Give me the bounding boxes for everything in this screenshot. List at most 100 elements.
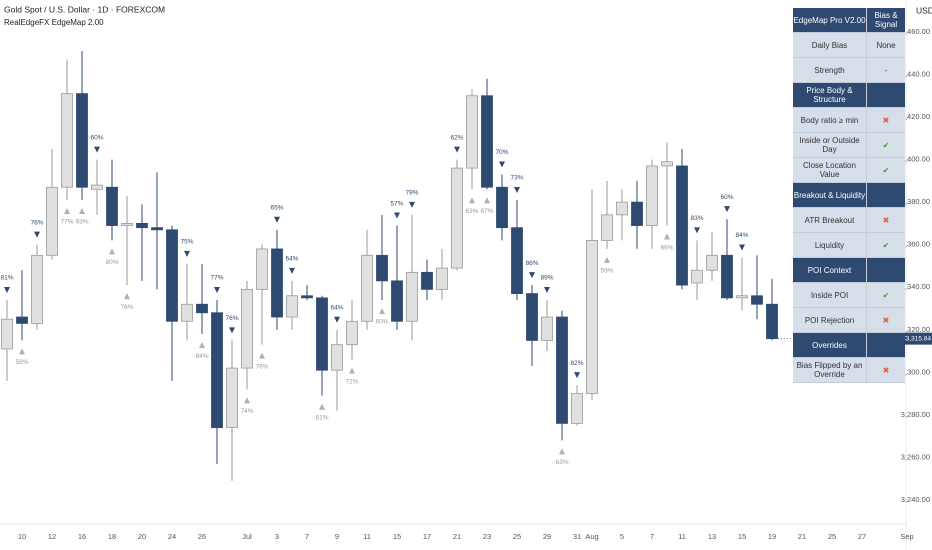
x-tick-label: Jul	[242, 532, 252, 541]
candle-body	[61, 93, 73, 188]
bear-signal-label: 76%	[30, 219, 43, 226]
table-header-cell: Bias & Signal	[874, 11, 898, 29]
x-tick-label: 3	[275, 532, 279, 541]
y-tick-label: 3,260.00	[901, 452, 930, 461]
x-tick-label: 29	[543, 532, 551, 541]
bull-arrow	[319, 403, 325, 410]
bull-arrow	[559, 448, 565, 455]
candle-body	[586, 240, 598, 395]
candle-body	[751, 295, 763, 305]
candle-body	[616, 201, 628, 216]
candle-body	[646, 165, 658, 226]
bull-signal-label: 84%	[195, 353, 208, 360]
table-section-label: Overrides	[793, 333, 867, 357]
bear-arrow	[229, 327, 235, 334]
table-row-value: None	[876, 40, 896, 50]
table-row-label: Liquidity	[793, 233, 867, 257]
candle-body	[91, 184, 103, 190]
table-header-cell: EdgeMap Pro V2.00	[793, 8, 867, 32]
candle-body	[466, 95, 478, 169]
candle-body	[676, 165, 688, 286]
candle-body	[406, 271, 418, 322]
x-tick-label: 26	[198, 532, 206, 541]
bull-signal-label: 67%	[480, 208, 493, 215]
bear-signal-label: 60%	[90, 134, 103, 141]
candle-body	[361, 254, 373, 322]
y-tick-label: 3,280.00	[901, 410, 930, 419]
y-tick-label: 3,320.00	[901, 325, 930, 334]
bull-arrow	[199, 342, 205, 349]
bull-signal-label: 59%	[600, 268, 613, 275]
bear-signal-label: 73%	[510, 175, 523, 182]
bear-arrow	[724, 206, 730, 213]
bear-signal-label: 75%	[180, 239, 193, 246]
table-row-value: ✔	[882, 140, 890, 150]
bear-arrow	[214, 287, 220, 293]
candle-body	[571, 393, 583, 424]
candle-body	[256, 248, 268, 290]
candle-body	[331, 344, 343, 371]
candle-body	[556, 316, 568, 424]
x-tick-label: 19	[768, 532, 776, 541]
bear-arrow	[4, 287, 10, 293]
table-row: Daily Bias None	[793, 33, 905, 58]
bull-signal-label: 93%	[75, 219, 88, 226]
candle-body	[601, 214, 613, 241]
bull-signal-label: 76%	[255, 363, 268, 370]
candle-body	[316, 297, 328, 371]
candle-body	[376, 254, 388, 282]
table-row-value: ✔	[882, 240, 890, 250]
bear-signal-label: 84%	[735, 232, 748, 239]
table-section-label: Breakout & Liquidity	[793, 183, 867, 207]
bull-signal-label: 77%	[60, 219, 73, 226]
x-tick-label: 7	[650, 532, 654, 541]
bear-arrow	[499, 161, 505, 168]
bear-signal-label: 65%	[270, 205, 283, 212]
bear-signal-label: 82%	[570, 360, 583, 367]
candle-body	[631, 201, 643, 226]
bear-signal-label: 89%	[540, 275, 553, 282]
bear-arrow	[694, 227, 700, 234]
candle-body	[46, 186, 58, 256]
y-tick-label: 3,240.00	[901, 495, 930, 504]
bull-arrow	[349, 367, 355, 374]
last-price-bg	[906, 332, 932, 345]
candle-body	[736, 295, 748, 299]
bull-arrow	[379, 308, 385, 314]
x-tick-label: 25	[828, 532, 836, 541]
table-cell	[867, 183, 905, 207]
y-tick-label: 3,360.00	[901, 240, 930, 249]
x-tick-label: 25	[513, 532, 521, 541]
bear-arrow	[334, 316, 340, 323]
status-table: EdgeMap Pro V2.00 Bias & Signal Daily Bias…	[793, 8, 905, 383]
x-tick-label: Aug	[585, 532, 598, 541]
candle-body	[241, 288, 253, 369]
chart-subtitle: RealEdgeFX EdgeMap 2.00	[4, 18, 104, 27]
bear-arrow	[544, 287, 550, 293]
candle-body	[301, 295, 313, 299]
table-row: ATR Breakout ✖	[793, 208, 905, 233]
currency-label: USD	[916, 5, 932, 15]
x-tick-label: 20	[138, 532, 146, 541]
y-tick-label: 3,440.00	[901, 69, 930, 78]
candle-body	[481, 95, 493, 188]
table-row: Strength -	[793, 58, 905, 83]
table-row: Bias Flipped by an Override ✖	[793, 358, 905, 383]
table-row-value: ✖	[882, 215, 890, 225]
table-cell	[867, 83, 905, 107]
table-section-row: Price Body & Structure	[793, 83, 905, 108]
candle-body	[121, 223, 133, 226]
y-tick-label: 3,380.00	[901, 197, 930, 206]
table-row-label: POI Rejection	[793, 308, 867, 332]
x-tick-label: 23	[483, 532, 491, 541]
candle-body	[136, 223, 148, 229]
x-tick-label: 27	[858, 532, 866, 541]
table-row: Liquidity ✔	[793, 233, 905, 258]
candle-body	[526, 293, 538, 341]
bull-arrow	[259, 352, 265, 359]
bear-arrow	[394, 212, 400, 219]
candle-body	[181, 303, 193, 322]
x-tick-label: 31	[573, 532, 581, 541]
bear-signal-label: 81%	[0, 275, 13, 282]
